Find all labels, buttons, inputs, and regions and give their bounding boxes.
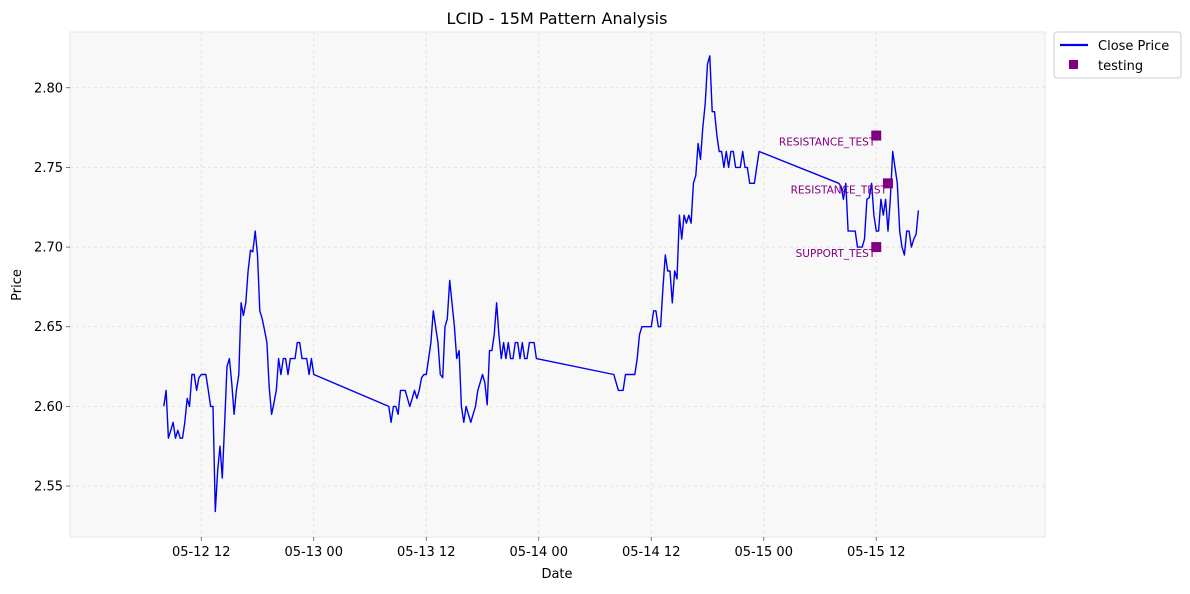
y-tick-label: 2.65 [34,320,63,335]
x-axis: 05-12 12 05-13 00 05-13 12 05-14 00 05-14 12… [172,537,905,560]
y-axis-label: Price [10,269,25,301]
legend-label-close-price: Close Price [1098,39,1169,54]
legend-marker-icon [1069,60,1078,69]
x-tick-label: 05-15 12 [847,545,905,560]
y-tick-label: 2.75 [34,161,63,176]
y-axis: 2.55 2.60 2.65 2.70 2.75 2.80 [34,81,70,495]
testing-marker [871,242,882,253]
x-tick-label: 05-14 12 [622,545,680,560]
y-tick-label: 2.70 [34,241,63,256]
close-price-line [163,55,920,513]
marker-annotation: SUPPORT_TEST [796,248,876,260]
legend-label-testing: testing [1098,59,1143,74]
grid [70,32,1045,537]
legend-box [1053,31,1182,79]
x-tick-label: 05-14 00 [510,545,568,560]
marker-annotation: RESISTANCE_TEST [779,137,876,149]
close-price-series [163,55,920,513]
chart-title: LCID - 15M Pattern Analysis [447,9,668,28]
testing-marker [871,130,882,141]
legend: Close Price testing [1053,31,1182,79]
x-tick-label: 05-13 00 [285,545,343,560]
testing-marker [882,178,893,189]
y-tick-label: 2.60 [34,400,63,415]
x-tick-label: 05-15 00 [735,545,793,560]
y-tick-label: 2.80 [34,81,63,96]
x-axis-label: Date [541,567,572,582]
y-tick-label: 2.55 [34,480,63,495]
x-tick-label: 05-12 12 [172,545,230,560]
plot-area [69,31,1046,538]
testing-series: RESISTANCE_TEST RESISTANCE_TEST SUPPORT_TE… [779,130,893,260]
x-tick-label: 05-13 12 [397,545,455,560]
marker-annotation: RESISTANCE_TEST [791,184,888,196]
